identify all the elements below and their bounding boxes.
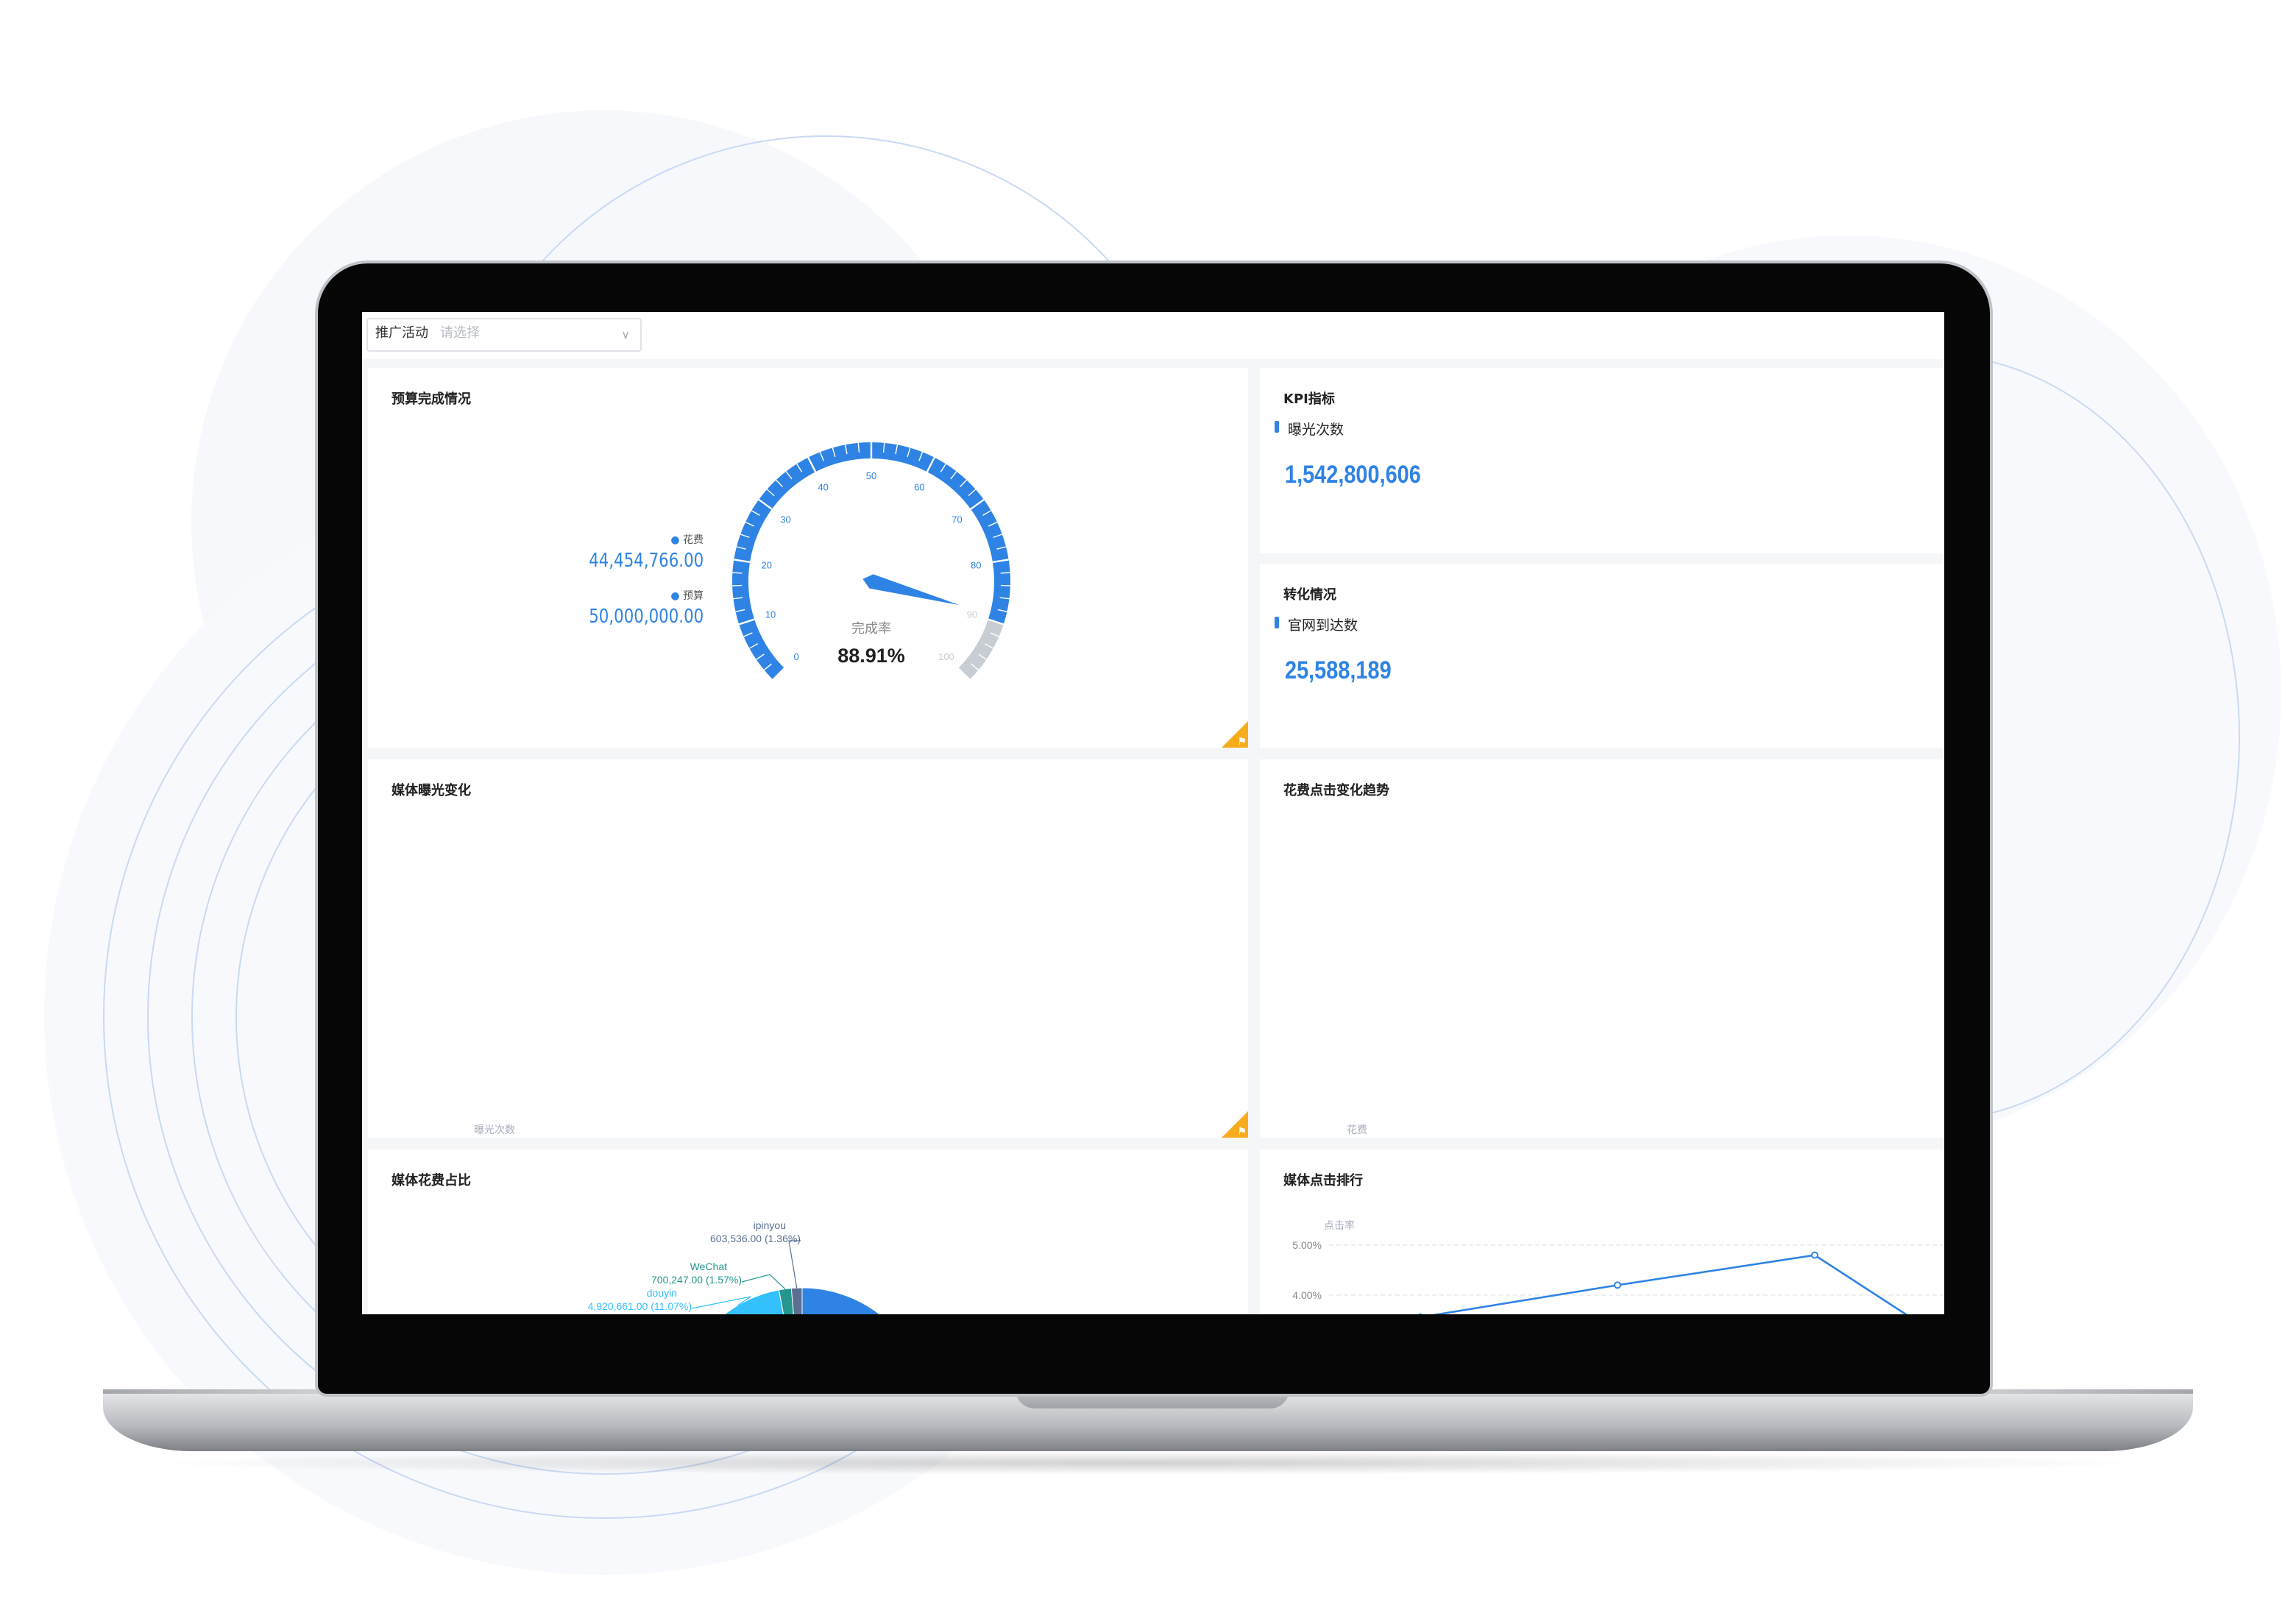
y-tick-label: 5.00% [1292,1239,1322,1251]
campaign-select-placeholder: 请选择 [440,319,480,350]
flag-icon[interactable]: ⚑ [1237,736,1247,748]
y-axis-title: 曝光次数 [474,1124,515,1135]
gauge-tick-label: 40 [818,482,828,493]
click-rate-line-chart: 4.00% 5.00%点击率 [1260,1149,1944,1314]
conversion-metric-label: 官网到达数 [1275,614,1358,634]
y-tick-label: 4.00% [1292,1289,1322,1301]
gauge-tick-label: 70 [952,514,962,525]
click-rate-line [1420,1255,1944,1314]
chevron-down-icon[interactable]: ∨ [621,319,630,350]
gauge-tick-label: 20 [762,559,772,570]
y-axis-title: 点击率 [1324,1219,1355,1231]
card-title: 转化情况 [1283,584,1336,603]
laptop-shadow [132,1451,2164,1475]
spend-click-combo-chart: 010,000,00020,000,00030,000,00040,000,00… [1260,759,1944,1138]
conversion-metric-value: 25,588,189 [1285,656,1392,686]
kpi-metric-label: 曝光次数 [1275,418,1344,439]
slice-name: ipinyou [754,1219,786,1231]
y-axis-title: 花费 [1347,1124,1367,1135]
media-exposure-card: 媒体曝光变化 0300,000,000600,000,000900,000,00… [368,759,1248,1138]
dashboard-screen: 推广活动 请选择 ∨ 预算完成情况 ● 花费 44,454,766.00 ● 预… [362,312,1944,1314]
kpi-card: KPI指标 曝光次数 1,542,800,606 [1260,368,1944,553]
flag-icon[interactable]: ⚑ [1237,1126,1247,1138]
gauge-tick-label: 100 [938,651,954,662]
gauge-tick-label: 80 [971,559,981,570]
label-leader [789,1241,801,1288]
slice-value-label: 603,536.00 (1.36%) [710,1233,801,1244]
campaign-select[interactable]: 推广活动 请选择 ∨ [366,318,642,352]
budget-card: 预算完成情况 ● 花费 44,454,766.00 ● 预算 50,000,00… [368,368,1248,748]
gauge-tick-label: 30 [780,514,790,525]
exposure-stacked-bar-chart: 0300,000,000600,000,000900,000,0001,200,… [368,759,1248,1138]
label-leader [742,1275,785,1289]
donut-slice [791,1288,802,1314]
completion-gauge: 0 10 20 30 40 50 60 70 80 90 100 完成率 88.91% [368,368,1248,748]
gauge-tick-label: 90 [967,609,977,620]
gauge-tick-label: 10 [765,609,776,620]
filter-bar: 推广活动 请选择 ∨ [362,312,1944,359]
spend-share-donut-chart: ipinyou 603,536.00 (1.36%) WeChat 700,247.0… [368,1149,1248,1314]
media-click-rank-card: 媒体点击排行 4.00%5.00%点击率 [1260,1149,1944,1314]
campaign-select-label: 推广活动 [375,319,428,350]
gauge-caption: 完成率 [851,621,891,636]
conversion-card: 转化情况 官网到达数 25,588,189 [1260,564,1944,748]
click-rate-point [1615,1282,1620,1288]
gauge-pointer [862,574,959,605]
gauge-axis-tail [964,622,996,674]
gauge-tick-label: 0 [794,651,799,662]
spend-click-card: 花费点击变化趋势 010,000,00020,000,00030,000,000… [1260,759,1944,1138]
gauge-tick-label: 60 [914,482,924,493]
gauge-value: 88.91% [837,645,905,667]
slice-value-label: 700,247.00 (1.57%) [651,1274,742,1286]
slice-value-label: 4,920,661.00 (11.07%) [588,1300,692,1312]
slice-name: douyin [647,1287,677,1299]
donut-slice [704,1290,787,1314]
gauge-tick-label: 50 [866,470,876,481]
slice-name: WeChat [690,1261,727,1272]
click-rate-point [1812,1252,1818,1258]
card-title: KPI指标 [1283,389,1335,408]
kpi-metric-value: 1,542,800,606 [1285,461,1421,490]
